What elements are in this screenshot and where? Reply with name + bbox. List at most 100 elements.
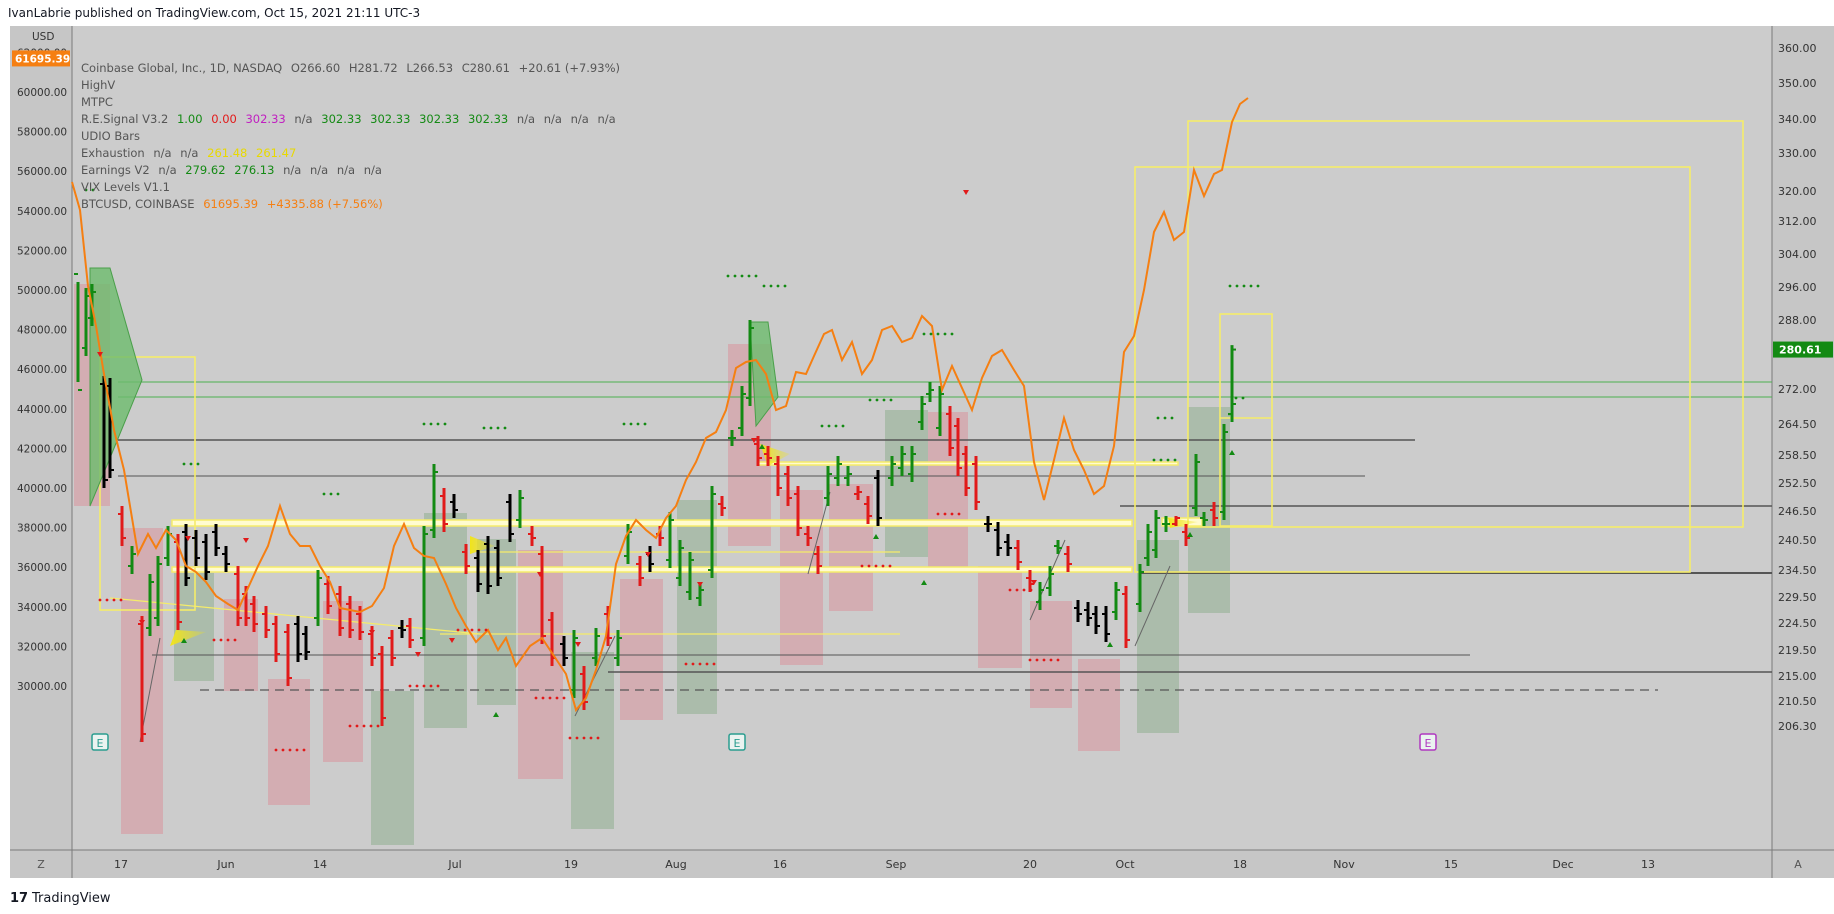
left-axis-unit: USD: [32, 31, 54, 43]
high-value: H281.72: [348, 61, 398, 75]
earnings-v6: n/a: [336, 163, 356, 177]
yellow-target-box: [1134, 166, 1691, 573]
green-signal-dot: [436, 422, 440, 426]
price-tick-label: 219.50: [1778, 644, 1817, 657]
yellow-projection-box: [99, 356, 196, 611]
green-signal-dot: [196, 462, 200, 466]
ohlc-bar: [560, 636, 568, 666]
ohlc-bar: [972, 456, 980, 510]
ohlc-bar: [138, 616, 146, 742]
ohlc-bar: [926, 382, 934, 402]
udio-label: UDIO Bars: [81, 129, 141, 143]
legend-highv[interactable]: HighV: [81, 77, 625, 94]
green-signal-dot: [834, 424, 838, 428]
ohlc-bar: [784, 466, 792, 506]
red-signal-dot: [219, 638, 223, 642]
earnings-marker[interactable]: E: [1419, 733, 1437, 751]
red-signal-dot: [376, 724, 380, 728]
legend-resignal[interactable]: R.E.Signal V3.2 1.00 0.00 302.33 n/a 302…: [81, 111, 625, 128]
tradingview-brand[interactable]: TradingView: [32, 891, 111, 906]
red-signal-dot: [881, 564, 885, 568]
ohlc-bar: [346, 596, 354, 638]
green-signal-dot: [429, 422, 433, 426]
sell-triangle: [751, 438, 757, 443]
legend-udio[interactable]: UDIO Bars: [81, 128, 625, 145]
btc-tick-label: 44000.00: [17, 404, 67, 416]
chart-canvas[interactable]: 360.00 350.00 340.00 330.00 320.00 312.00 304.…: [0, 26, 1834, 878]
earnings-marker[interactable]: E: [91, 733, 109, 751]
sell-triangle: [1031, 580, 1037, 585]
ohlc-bar: [1074, 600, 1082, 622]
ohlc-bar: [1102, 606, 1110, 642]
red-signal-dot: [562, 696, 566, 700]
green-signal-dot: [629, 422, 633, 426]
green-signal-dot: [1152, 458, 1156, 462]
legend-vix[interactable]: VIX Levels V1.1: [81, 179, 625, 196]
open-value: O266.60: [290, 61, 341, 75]
green-signal-dot: [1163, 416, 1167, 420]
earnings-marker[interactable]: E: [728, 733, 746, 751]
symbol-name[interactable]: Coinbase Global, Inc., 1D, NASDAQ: [81, 61, 283, 75]
sell-triangle: [449, 638, 455, 643]
green-signal-dot: [489, 426, 493, 430]
resignal-label: R.E.Signal V3.2: [81, 112, 169, 126]
sell-triangle: [537, 572, 543, 577]
green-range-box: [371, 691, 414, 845]
red-signal-dot: [463, 628, 467, 632]
green-signal-dot: [182, 462, 186, 466]
sell-triangle: [185, 536, 191, 541]
green-signal-dot: [1166, 458, 1170, 462]
green-signal-dot: [747, 274, 751, 278]
price-tick-label: 272.00: [1778, 383, 1817, 396]
yellow-signal-triangle: [170, 630, 206, 646]
sell-triangle: [369, 630, 375, 635]
red-signal-dot: [105, 598, 109, 602]
trend-line: [1134, 565, 1171, 647]
tradingview-logo-icon[interactable]: 17: [10, 891, 29, 906]
buy-triangle: [493, 712, 499, 717]
resignal-v7: 302.33: [419, 112, 460, 126]
red-signal-dot: [1056, 658, 1060, 662]
yellow-level: [109, 597, 481, 635]
red-signal-dot: [1008, 588, 1012, 592]
green-signal-dot: [769, 284, 773, 288]
btc-tick-label: 60000.00: [17, 87, 67, 99]
earnings-v4: n/a: [283, 163, 302, 177]
btc-tick-label: 52000.00: [17, 245, 67, 257]
red-signal-dot: [226, 638, 230, 642]
red-signal-dot: [484, 628, 488, 632]
buy-triangle: [1229, 450, 1235, 455]
red-range-box: [268, 679, 310, 805]
yellow-inner-box: [1219, 313, 1273, 527]
ohlc-bar: [962, 446, 970, 496]
chart-area[interactable]: 360.00 350.00 340.00 330.00 320.00 312.00 304.…: [0, 26, 1834, 878]
ohlc-bar: [146, 574, 154, 636]
red-signal-dot: [867, 564, 871, 568]
time-tick-label: 16: [773, 858, 787, 871]
red-signal-dot: [568, 736, 572, 740]
green-signal-dot: [889, 398, 893, 402]
green-signal-dot: [329, 492, 333, 496]
ohlc-bar: [202, 534, 210, 580]
btc-tick-label: 56000.00: [17, 166, 67, 178]
ohlc-bar: [538, 546, 546, 644]
resignal-v6: 302.33: [370, 112, 411, 126]
ohlc-bar: [1152, 510, 1160, 558]
legend-exhaustion[interactable]: Exhaustion n/a n/a 261.48 261.47: [81, 145, 625, 162]
ohlc-bar: [406, 618, 414, 648]
legend-mtpc[interactable]: MTPC: [81, 94, 625, 111]
red-signal-dot: [1015, 588, 1019, 592]
close-value: C280.61: [461, 61, 510, 75]
zoom-button[interactable]: Z: [37, 858, 45, 871]
legend-earnings[interactable]: Earnings V2 n/a 279.62 276.13 n/a n/a n/…: [81, 162, 625, 179]
price-tick-label: 340.00: [1778, 113, 1817, 126]
auto-scale-button[interactable]: A: [1794, 858, 1802, 871]
legend-btc[interactable]: BTCUSD, COINBASE 61695.39 +4335.88 (+7.5…: [81, 196, 625, 213]
ohlc-bar: [1054, 540, 1062, 554]
red-signal-dot: [684, 662, 688, 666]
time-tick-label: 13: [1641, 858, 1655, 871]
btc-value: 61695.39: [203, 197, 259, 211]
ohlc-bar: [754, 436, 762, 466]
ohlc-bar: [222, 546, 230, 572]
red-range-box: [978, 566, 1022, 668]
